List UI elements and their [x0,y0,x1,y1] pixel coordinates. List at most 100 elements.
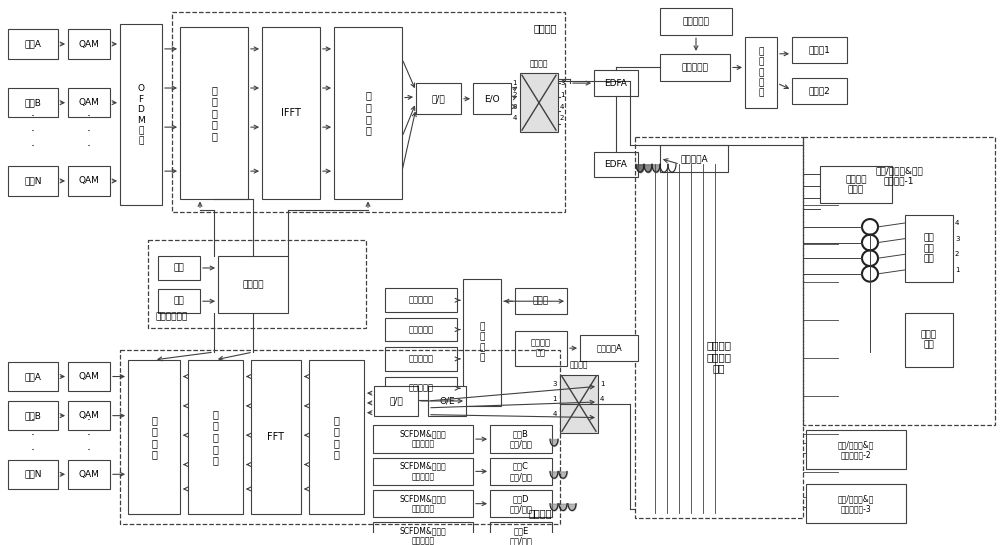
Text: ·
·
·: · · · [87,111,91,154]
Bar [180,27,248,198]
Bar [520,74,558,132]
Text: 用户N: 用户N [24,177,42,185]
Bar [385,347,457,371]
Text: 2: 2 [560,116,564,122]
Text: 模式复用: 模式复用 [570,361,588,370]
Text: ·
·
·: · · · [31,111,35,154]
Bar [806,484,906,523]
Bar [792,37,847,63]
Text: 平衡探测器: 平衡探测器 [409,354,434,364]
Text: 加密单元: 加密单元 [534,23,557,33]
Text: 节点B
输入/输出: 节点B 输入/输出 [510,429,532,449]
Text: 3: 3 [955,235,960,241]
Text: 1: 1 [600,382,604,387]
Bar [373,522,473,545]
Text: 节点E
输入/输出: 节点E 输入/输出 [510,526,532,545]
Text: 用户B: 用户B [25,411,41,420]
Text: 平衡探测器: 平衡探测器 [409,325,434,334]
Bar [120,350,560,524]
Text: 2: 2 [955,251,959,257]
Text: O
F
D
M
调
制: O F D M 调 制 [137,84,145,146]
Text: FFT: FFT [268,432,285,442]
Bar [385,377,457,400]
Bar [8,29,58,59]
Bar [309,360,364,514]
Text: 级联微电
机械系统
开关: 级联微电 机械系统 开关 [706,341,732,373]
Bar [803,137,995,426]
Text: 用户B: 用户B [25,98,41,107]
Bar [188,360,243,514]
Text: 符
号
扰
动: 符 号 扰 动 [365,90,371,135]
Bar [68,401,110,431]
Bar [334,27,402,198]
Bar [373,426,473,453]
Bar [8,459,58,489]
Text: EDFA: EDFA [605,160,627,169]
Bar [660,54,730,81]
Bar [515,331,567,366]
Text: 模式复用: 模式复用 [530,59,548,69]
Bar [463,278,501,406]
Text: 平衡探测器: 平衡探测器 [409,384,434,393]
Text: 3: 3 [560,80,564,86]
Text: 3: 3 [552,382,557,387]
Bar [820,166,892,203]
Bar [490,522,552,545]
Text: 串/并: 串/并 [389,396,403,405]
Text: 频谱选择
开关: 频谱选择 开关 [531,338,551,358]
Text: QAM: QAM [79,372,99,381]
Text: 符
号
解
扰: 符 号 解 扰 [151,415,157,459]
Text: 4: 4 [513,116,517,122]
Text: 解密单元: 解密单元 [528,508,552,518]
Bar [158,289,200,313]
Text: 4: 4 [560,104,564,110]
Bar [594,70,638,96]
Text: 输入节点A: 输入节点A [680,154,708,163]
Bar [385,318,457,341]
Bar [515,288,567,314]
Bar [128,360,180,514]
Bar [68,88,110,117]
Bar [8,166,58,196]
Bar [218,256,288,313]
Bar [594,152,638,177]
Text: 平衡探测器: 平衡探测器 [409,296,434,305]
Bar [660,8,732,35]
Text: 节点D
输入/输出: 节点D 输入/输出 [510,494,532,513]
Bar [373,490,473,517]
Text: 1: 1 [955,267,960,273]
Bar [8,362,58,391]
Text: QAM: QAM [79,39,99,49]
Bar [635,137,803,518]
Bar [905,313,953,367]
Text: ·
·
·: · · · [31,414,35,457]
Text: 4: 4 [600,396,604,402]
Bar [490,490,552,517]
Bar [473,83,511,114]
Text: SCFDM&小型光
模块收发机: SCFDM&小型光 模块收发机 [400,462,446,481]
Text: SCFDM&小型光
模块收发机: SCFDM&小型光 模块收发机 [400,526,446,545]
Text: SCFDM&小型光
模块收发机: SCFDM&小型光 模块收发机 [400,429,446,449]
Text: 激光源2: 激光源2 [809,87,830,95]
Text: 复用/解复用&频
谱选择开关-2: 复用/解复用&频 谱选择开关-2 [838,440,874,459]
Text: 激光源1: 激光源1 [809,45,830,54]
Text: E/O: E/O [484,94,500,103]
Text: 复用/解复用&频谱
选择开关-1: 复用/解复用&频谱 选择开关-1 [875,166,923,186]
Bar [374,386,418,416]
Text: EDFA: EDFA [605,78,627,88]
Text: QAM: QAM [79,411,99,420]
Text: 频谱
选择
开关: 频谱 选择 开关 [924,233,934,263]
Text: 混沌系统: 混沌系统 [242,280,264,289]
Text: 用户N: 用户N [24,470,42,479]
Text: 4: 4 [553,411,557,417]
Bar [262,27,320,198]
Text: 4: 4 [955,220,959,226]
Text: 子
载
波
解
扰: 子 载 波 解 扰 [213,409,218,465]
Bar [158,256,200,280]
Bar [580,335,638,361]
Text: 节点C
输入/输出: 节点C 输入/输出 [510,462,532,481]
Text: 光纤耦
合器: 光纤耦 合器 [921,330,937,349]
Bar [490,426,552,453]
Text: 参数: 参数 [174,263,184,272]
Text: 符
号
重
组: 符 号 重 组 [334,415,339,459]
